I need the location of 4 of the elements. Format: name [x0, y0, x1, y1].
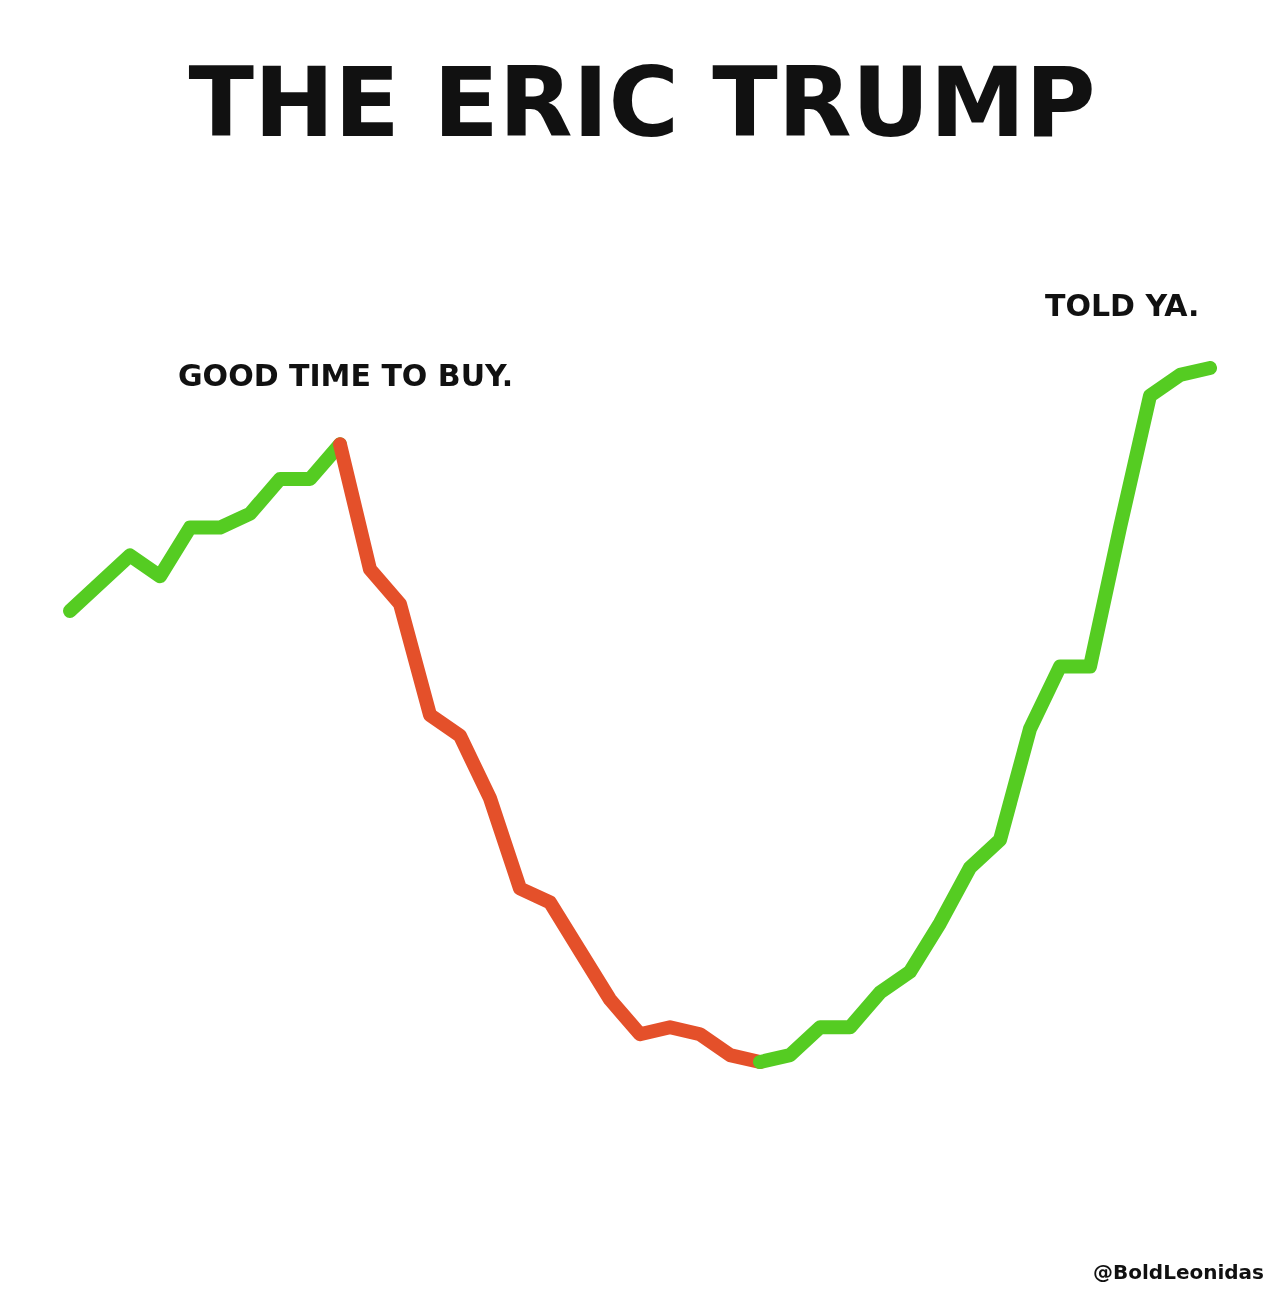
annotation: GOOD TIME TO BUY.: [178, 357, 514, 393]
text: TOLD YA.: [1045, 287, 1200, 323]
text: @BoldLeonidas: [1092, 1260, 1264, 1284]
chart-title: THE ERIC TRUMP: [188, 47, 1096, 159]
